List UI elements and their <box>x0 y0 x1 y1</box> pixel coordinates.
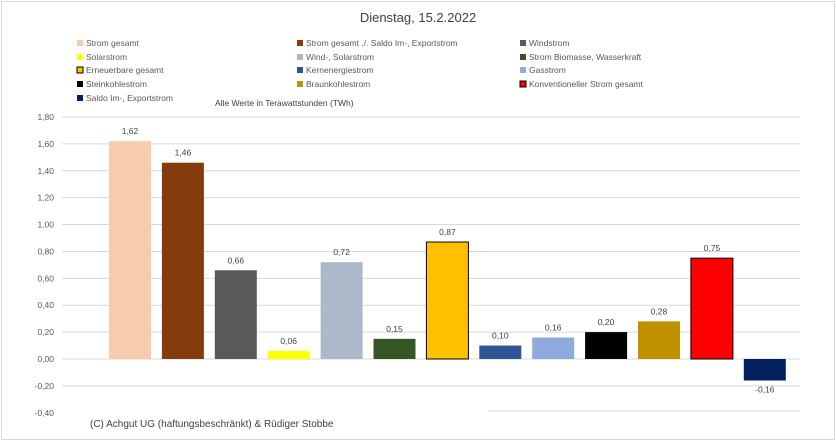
legend-swatch <box>297 54 303 60</box>
legend-label: Strom Biomasse, Wasserkraft <box>529 52 642 62</box>
bar-3 <box>214 270 257 359</box>
legend-label: Solarstrom <box>86 52 127 62</box>
y-tick-label: 1,80 <box>37 112 54 122</box>
legend-label: Gasstrom <box>529 65 566 75</box>
bar-11 <box>638 321 680 359</box>
legend-label: Strom gesamt ./. Saldo Im-, Exportstrom <box>306 38 458 48</box>
data-label: 0,75 <box>704 243 721 253</box>
legend-swatch <box>77 54 83 60</box>
footer-copyright: (C) Achgut UG (haftungsbeschränkt) & Rüd… <box>90 419 334 430</box>
legend-swatch <box>520 67 526 73</box>
legend-label: Saldo Im-, Exportstrom <box>86 93 173 103</box>
chart-title: Dienstag, 15.2.2022 <box>360 10 476 25</box>
data-label: 0,28 <box>651 306 668 316</box>
chart-subtitle: Alle Werte in Terawattstunden (TWh) <box>215 98 354 108</box>
legend-swatch <box>77 40 83 46</box>
y-tick-label: 0,00 <box>37 354 54 364</box>
legend-swatch <box>520 40 526 46</box>
bar-4 <box>267 350 310 359</box>
legend-label: Windstrom <box>529 38 570 48</box>
data-label: 0,06 <box>280 336 297 346</box>
data-label: 0,10 <box>492 331 509 341</box>
legend-swatch <box>297 40 303 46</box>
data-label: -0,16 <box>755 385 775 395</box>
bar-12 <box>690 257 734 360</box>
footer-box <box>60 411 488 437</box>
legend-swatch <box>297 67 303 73</box>
bar-6 <box>373 338 416 359</box>
data-label: 1,62 <box>122 126 139 136</box>
y-tick-label: 1,40 <box>37 166 54 176</box>
data-label: 0,72 <box>333 247 350 257</box>
legend-label: Wind-, Solarstrom <box>306 52 374 62</box>
data-label: 0,66 <box>228 255 245 265</box>
data-label: 0,87 <box>439 227 456 237</box>
data-label: 0,16 <box>545 322 562 332</box>
legend-swatch <box>520 54 526 60</box>
bar-5 <box>320 262 363 359</box>
legend-label: Kernenergiestrom <box>306 65 374 75</box>
data-label: 1,46 <box>175 148 192 158</box>
legend-swatch <box>519 80 527 88</box>
legend-swatch <box>297 81 303 87</box>
legend-label: Braunkohlestrom <box>306 79 370 89</box>
legend-label: Steinkohlestrom <box>86 79 147 89</box>
y-tick-label: 1,20 <box>37 193 54 203</box>
bar-1 <box>109 141 151 359</box>
data-label: 0,20 <box>598 317 615 327</box>
y-tick-label: 0,40 <box>37 300 54 310</box>
y-tick-label: -0,20 <box>35 381 55 391</box>
legend-swatch <box>76 66 84 74</box>
y-tick-label: 0,60 <box>37 273 54 283</box>
y-tick-label: 0,20 <box>37 327 54 337</box>
y-tick-label: -0,40 <box>35 408 55 418</box>
legend-label: Erneuerbare gesamt <box>86 65 164 75</box>
legend-swatch <box>77 81 83 87</box>
data-label: 0,15 <box>386 324 403 334</box>
legend-label: Strom gesamt <box>86 38 140 48</box>
bar-2 <box>161 162 204 359</box>
bar-13 <box>743 359 786 381</box>
legend-label: Konventioneller Strom gesamt <box>529 79 644 89</box>
y-tick-label: 1,00 <box>37 220 54 230</box>
bar-7 <box>425 241 469 360</box>
bar-8 <box>479 345 522 359</box>
y-tick-label: 1,60 <box>37 139 54 149</box>
legend-swatch <box>77 95 83 101</box>
y-tick-label: 0,80 <box>37 246 54 256</box>
bar-10 <box>585 332 628 359</box>
bar-9 <box>532 337 575 359</box>
